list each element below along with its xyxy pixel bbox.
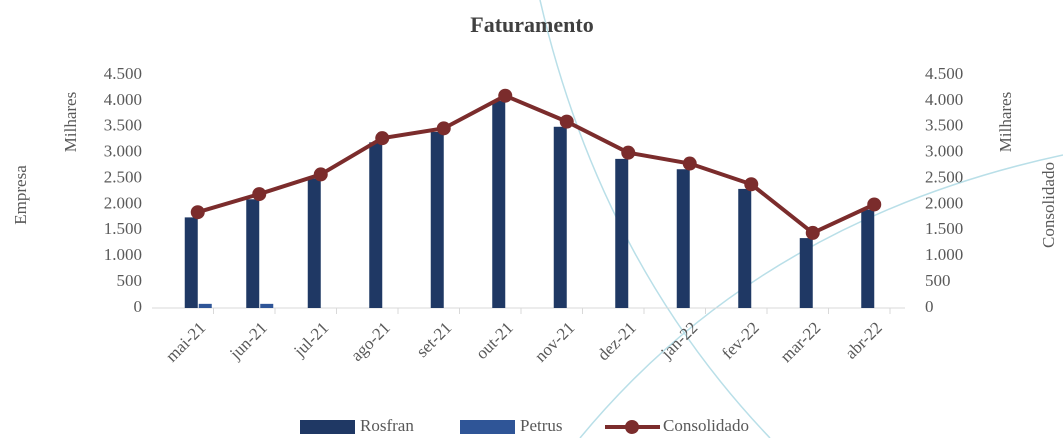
line-marker bbox=[559, 114, 574, 129]
line-marker bbox=[621, 145, 636, 160]
x-tick-label: dez-21 bbox=[594, 318, 640, 364]
bar bbox=[260, 303, 274, 308]
bar bbox=[615, 158, 629, 308]
chart-title: Faturamento bbox=[470, 12, 593, 37]
x-tick-label: mai-21 bbox=[162, 318, 209, 365]
x-tick-label: ago-21 bbox=[347, 318, 394, 365]
bar bbox=[198, 303, 212, 308]
y2-tick-label: 3.000 bbox=[925, 142, 963, 161]
bar bbox=[861, 209, 875, 308]
y-tick-label: 2.000 bbox=[104, 193, 142, 212]
y-axis-label: Empresa bbox=[11, 165, 30, 225]
bar bbox=[738, 188, 752, 308]
y-axis-unit: Milhares bbox=[61, 92, 80, 152]
x-tick-label: nov-21 bbox=[531, 318, 578, 365]
y2-tick-label: 1.000 bbox=[925, 245, 963, 264]
y-tick-label: 4.000 bbox=[104, 90, 142, 109]
y2-tick-label: 1.500 bbox=[925, 219, 963, 238]
y2-tick-label: 4.000 bbox=[925, 90, 963, 109]
bar bbox=[430, 131, 444, 308]
line-marker bbox=[375, 131, 390, 146]
line-marker bbox=[252, 187, 267, 202]
y2-tick-label: 2.000 bbox=[925, 193, 963, 212]
x-tick-label: jun-21 bbox=[225, 318, 271, 364]
bar bbox=[676, 169, 690, 308]
x-tick-label: fev-22 bbox=[718, 318, 763, 363]
y-tick-label: 1.000 bbox=[104, 245, 142, 264]
x-tick-label: out-21 bbox=[472, 318, 517, 363]
legend-swatch bbox=[300, 420, 355, 434]
bar bbox=[307, 178, 321, 308]
decor-line bbox=[579, 154, 1063, 438]
line-marker bbox=[867, 197, 882, 212]
line-marker bbox=[436, 121, 451, 136]
y2-axis-label: Consolidado bbox=[1039, 162, 1058, 248]
line-marker bbox=[744, 177, 759, 192]
bar bbox=[492, 100, 506, 308]
y-tick-label: 4.500 bbox=[104, 64, 142, 83]
y-tick-label: 2.500 bbox=[104, 167, 142, 186]
x-tick-label: set-21 bbox=[413, 318, 456, 361]
y2-tick-label: 3.500 bbox=[925, 116, 963, 135]
y2-tick-label: 500 bbox=[925, 271, 951, 290]
bar bbox=[799, 238, 813, 308]
y2-tick-label: 2.500 bbox=[925, 167, 963, 186]
line-marker bbox=[682, 156, 697, 171]
x-tick-label: jul-21 bbox=[289, 318, 332, 361]
y-tick-label: 3.000 bbox=[104, 142, 142, 161]
bar bbox=[184, 217, 198, 308]
x-tick-label: abr-22 bbox=[841, 318, 886, 363]
line-marker bbox=[805, 225, 820, 240]
decor-line bbox=[539, 0, 771, 438]
y2-tick-label: 4.500 bbox=[925, 64, 963, 83]
x-tick-label: mar-22 bbox=[776, 318, 824, 366]
line-marker bbox=[498, 88, 513, 103]
legend-swatch bbox=[460, 420, 515, 434]
y-tick-label: 0 bbox=[134, 297, 143, 316]
y-tick-label: 1.500 bbox=[104, 219, 142, 238]
line-marker bbox=[313, 167, 328, 182]
line-marker bbox=[190, 205, 205, 220]
y-tick-label: 500 bbox=[117, 271, 143, 290]
y2-tick-label: 0 bbox=[925, 297, 934, 316]
legend-label: Petrus bbox=[520, 416, 563, 435]
bar bbox=[246, 199, 260, 308]
y-tick-label: 3.500 bbox=[104, 116, 142, 135]
line bbox=[197, 93, 876, 236]
y2-axis-unit: Milhares bbox=[996, 92, 1015, 152]
legend-label: Consolidado bbox=[663, 416, 749, 435]
legend-swatch bbox=[625, 420, 639, 434]
legend-label: Rosfran bbox=[360, 416, 414, 435]
bar bbox=[369, 142, 383, 308]
bar bbox=[553, 126, 567, 309]
